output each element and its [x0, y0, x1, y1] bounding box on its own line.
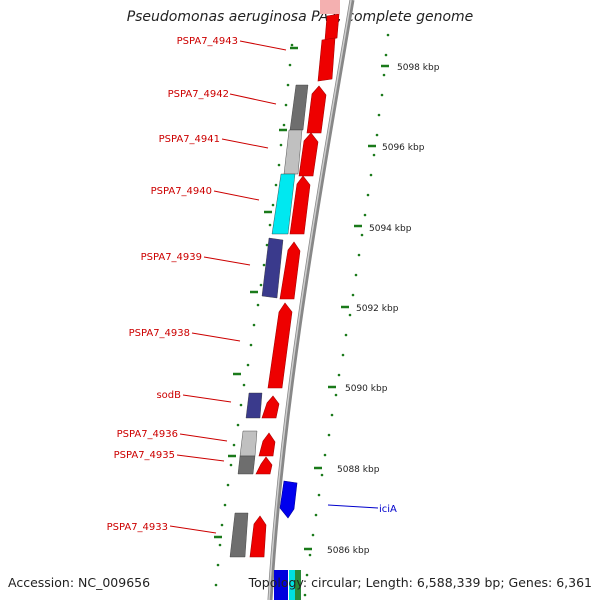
gene-block [245, 392, 263, 419]
scale-label: 5096 kbp [382, 143, 425, 153]
gene-block [295, 570, 301, 600]
inner-genes [229, 84, 309, 558]
gene-arrow [258, 432, 276, 457]
scale-label: 5098 kbp [397, 63, 440, 73]
reverse-genes [279, 480, 298, 519]
gene-label: PSPA7_4936 [117, 429, 178, 440]
outer-major-ticks [304, 64, 389, 551]
gene-label: PSPA7_4935 [114, 450, 175, 461]
map-title: Pseudomonas aeruginosa PA7, complete gen… [126, 9, 474, 25]
scale-label: 5086 kbp [327, 546, 370, 556]
accession-text: Accession: NC_009656 [8, 575, 151, 590]
gene-block [271, 173, 296, 235]
scale-label: 5088 kbp [337, 465, 380, 475]
gene-block [289, 570, 296, 600]
gene-arrow [267, 302, 293, 389]
gene-block [320, 0, 340, 14]
gene-label: PSPA7_4933 [107, 522, 168, 533]
gene-block [237, 455, 256, 475]
gene-arrow [255, 456, 273, 475]
gene-labels: PSPA7_4943 PSPA7_4942 PSPA7_4941 PSPA7_4… [107, 36, 238, 533]
gene-label: PSPA7_4943 [177, 36, 238, 47]
gene-arrow [279, 480, 298, 519]
feature-leader [327, 504, 379, 509]
gene-arrow [261, 395, 280, 419]
gene-label: PSPA7_4938 [129, 328, 190, 339]
gene-block [261, 237, 284, 299]
gene-block [283, 129, 303, 175]
scale-label: 5094 kbp [369, 224, 412, 234]
gene-label: sodB [156, 390, 181, 401]
gene-arrow [324, 13, 340, 41]
topology-text: Topology: circular; Length: 6,588,339 bp… [248, 575, 592, 590]
scale-labels: 5098 kbp 5096 kbp 5094 kbp 5092 kbp 5090… [327, 63, 440, 556]
gene-arrow [317, 37, 336, 82]
gene-block [239, 430, 258, 457]
gene-label: PSPA7_4941 [159, 134, 220, 145]
gene-arrow [298, 132, 319, 177]
inner-major-ticks [214, 46, 298, 539]
outer-dotted-track [303, 33, 390, 597]
gene-block [229, 512, 249, 558]
gene-arrow [279, 241, 301, 300]
label-leaders [169, 40, 287, 534]
gene-label: PSPA7_4940 [151, 186, 212, 197]
bottom-genes [274, 570, 301, 600]
genome-backbone [267, 0, 355, 600]
scale-label: 5090 kbp [345, 384, 388, 394]
gene-block [274, 570, 288, 600]
inner-dotted-track [214, 43, 294, 587]
gene-arrow [306, 85, 327, 134]
gene-arrow [249, 515, 267, 558]
feature-label: iciA [379, 504, 397, 515]
forward-genes [249, 13, 340, 558]
gene-label: PSPA7_4939 [141, 252, 202, 263]
scale-label: 5092 kbp [356, 304, 399, 314]
gene-block [289, 84, 309, 131]
gene-arrow [289, 175, 311, 235]
gene-label: PSPA7_4942 [168, 89, 229, 100]
backbone-highlight [268, 0, 352, 600]
